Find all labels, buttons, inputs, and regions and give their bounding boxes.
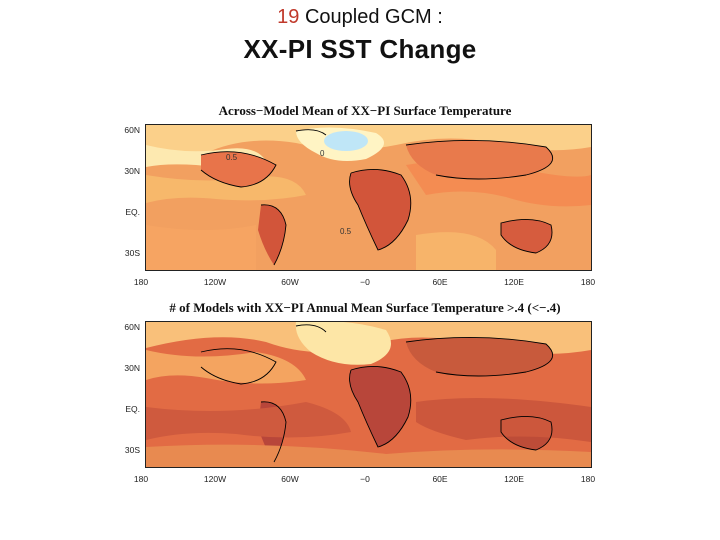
north-america-shape — [201, 151, 276, 187]
lon-label: −0 — [360, 277, 370, 287]
lon-label: 120W — [203, 277, 227, 287]
south-america-shape — [258, 204, 286, 265]
lat-label: 30S — [124, 248, 140, 258]
contour-label: 0.5 — [340, 227, 352, 236]
australia-shape — [501, 219, 552, 253]
lat-label: 60N — [124, 125, 140, 135]
lon-label: −0 — [360, 474, 370, 484]
lon-label: 120E — [504, 277, 524, 287]
lon-label: 180 — [580, 474, 596, 484]
lon-label: 180 — [580, 277, 596, 287]
lon-label: 60W — [281, 277, 299, 287]
africa-shape — [349, 169, 411, 250]
slide-title: 19 Coupled GCM : — [0, 6, 720, 29]
lat-label: 60N — [124, 322, 140, 332]
lon-label: 180 — [133, 277, 149, 287]
lat-label: EQ. — [125, 207, 140, 217]
slide-title-text: Coupled GCM : — [299, 6, 443, 28]
lat-label: 30S — [124, 445, 140, 455]
lon-label: 180 — [133, 474, 149, 484]
model-count: 19 — [277, 6, 300, 28]
eurasia-shape — [406, 140, 553, 179]
map-2-title: # of Models with XX−PI Annual Mean Surfa… — [169, 300, 561, 315]
map-2-model-agreement — [145, 321, 592, 468]
lon-label: 120E — [504, 474, 524, 484]
map-1-field: 0.5 0 0.5 — [146, 125, 591, 270]
contour-label: 0 — [320, 149, 325, 158]
map-1-mean-temperature: 0.5 0 0.5 — [145, 124, 592, 271]
lat-label: 30N — [124, 166, 140, 176]
lon-label: 60W — [281, 474, 299, 484]
slide-subtitle: XX-PI SST Change — [243, 34, 477, 64]
lat-label: 30N — [124, 363, 140, 373]
lat-label: EQ. — [125, 404, 140, 414]
lon-label: 120W — [203, 474, 227, 484]
lon-label: 60E — [432, 474, 448, 484]
map-1-title: Across−Model Mean of XX−PI Surface Tempe… — [218, 103, 512, 118]
contour-label: 0.5 — [226, 153, 238, 162]
cooling-region — [324, 131, 368, 151]
lon-label: 60E — [432, 277, 448, 287]
map-2-field — [146, 322, 591, 467]
